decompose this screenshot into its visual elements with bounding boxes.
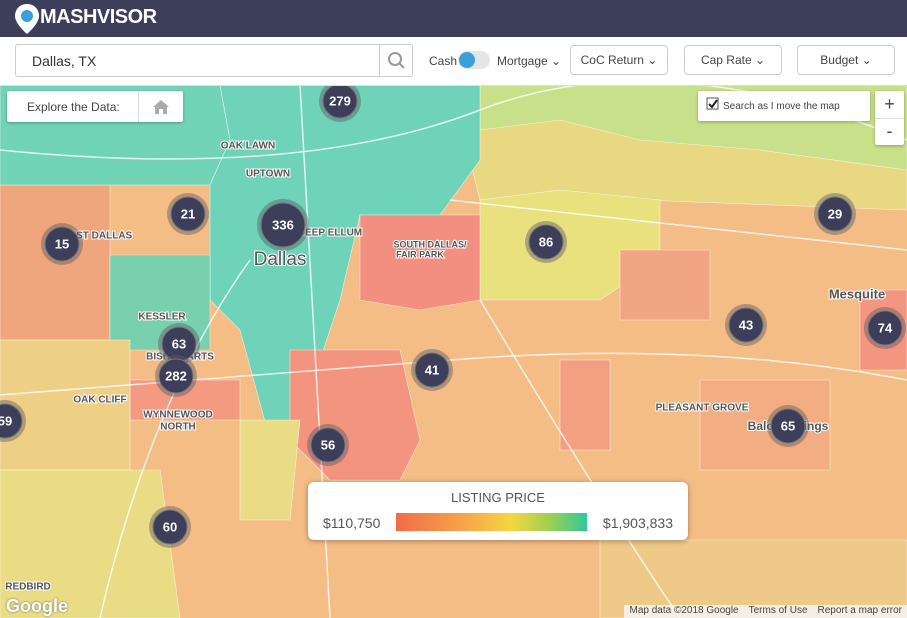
- search-move-label: Search as I move the map: [723, 101, 840, 112]
- header: MASHVISOR: [0, 0, 907, 37]
- region: [239, 419, 301, 521]
- cluster[interactable]: [158, 358, 194, 394]
- report-link[interactable]: Report a map error: [817, 605, 902, 616]
- toggle-right-text: Mortgage: [497, 54, 548, 68]
- region: [619, 249, 711, 321]
- filter-text: Cap Rate: [700, 53, 752, 67]
- logo-icon: [15, 4, 39, 34]
- road: [99, 259, 251, 618]
- place-label: REDBIRD: [5, 582, 51, 593]
- place-label: PLEASANT GROVE: [656, 403, 749, 414]
- legend-title: LISTING PRICE: [451, 490, 545, 505]
- place-label: OAK CLIFF: [73, 395, 126, 406]
- place-label: UPTOWN: [246, 169, 290, 180]
- explore-box[interactable]: Explore the Data:: [7, 91, 183, 122]
- toggle[interactable]: [458, 51, 490, 69]
- region: [0, 469, 181, 618]
- region: [109, 254, 211, 351]
- cluster-count: 65: [781, 418, 795, 433]
- zoom-out[interactable]: -: [886, 121, 893, 141]
- cluster-count: 43: [739, 317, 753, 332]
- legend-max: $1,903,833: [602, 515, 673, 531]
- search-button[interactable]: [379, 45, 412, 76]
- cluster-count: 56: [321, 437, 335, 452]
- cluster-count: 41: [425, 362, 439, 377]
- terms-link[interactable]: Terms of Use: [748, 605, 808, 616]
- search-bar: Dallas, TX Cash Mortgage ⌄ CoC Return ⌄ …: [0, 37, 907, 86]
- place-label: Mesquite: [829, 286, 885, 301]
- cluster-count: 59: [0, 413, 12, 428]
- place-label: Dallas: [254, 249, 307, 270]
- cluster-count: 282: [165, 368, 187, 383]
- filter-button[interactable]: Cap Rate ⌄: [684, 45, 782, 75]
- road: [449, 199, 907, 251]
- legend: LISTING PRICE $110,750 $1,903,833: [308, 482, 688, 540]
- place-label: WYNNEWOOD: [143, 410, 212, 421]
- cluster[interactable]: [260, 202, 306, 248]
- cluster-count: 336: [272, 217, 294, 232]
- filter-text: CoC Return: [580, 53, 644, 67]
- region: [699, 379, 831, 471]
- road: [479, 299, 681, 618]
- cluster-count: 60: [163, 519, 177, 534]
- map-data: Map data ©2018 Google: [629, 605, 739, 616]
- search-move-box[interactable]: Search as I move the map: [698, 91, 870, 121]
- cluster[interactable]: [867, 310, 903, 346]
- cluster[interactable]: [414, 352, 450, 388]
- zoom-in[interactable]: +: [875, 91, 904, 119]
- cluster[interactable]: [170, 196, 206, 232]
- cluster-count: 29: [828, 206, 842, 221]
- cluster-count: 74: [878, 320, 893, 335]
- filter-button[interactable]: Budget ⌄: [797, 45, 895, 75]
- cluster[interactable]: [310, 427, 346, 463]
- place-label: DEEP ELLUM: [298, 228, 362, 239]
- place-label: OAK LAWN: [221, 141, 275, 152]
- toggle-left-label: Cash: [429, 54, 458, 68]
- cluster-count: 63: [172, 336, 186, 351]
- filter-text: Budget: [820, 53, 859, 67]
- logo[interactable]: MASHVISOR: [40, 6, 157, 28]
- place-label: FAIR PARK: [396, 249, 444, 259]
- cluster[interactable]: [44, 226, 80, 262]
- region: [559, 359, 611, 451]
- cluster[interactable]: [0, 403, 23, 439]
- search-text: Dallas, TX: [32, 53, 97, 69]
- region: [359, 214, 481, 311]
- search-icon: [388, 52, 405, 69]
- zoom-control: + -: [875, 91, 904, 145]
- checkbox[interactable]: [706, 97, 720, 111]
- cluster[interactable]: [728, 307, 764, 343]
- region: [599, 539, 907, 618]
- cluster-count: 21: [181, 206, 195, 221]
- home-icon: [153, 100, 169, 114]
- cluster[interactable]: [152, 509, 188, 545]
- place-label: SOUTH DALLAS/: [394, 239, 467, 249]
- road: [0, 352, 907, 396]
- place-label: NORTH: [160, 422, 196, 433]
- explore-label: Explore the Data:: [27, 100, 120, 114]
- cluster-count: 86: [539, 234, 553, 249]
- legend-gradient: [396, 513, 587, 531]
- cluster[interactable]: [528, 224, 564, 260]
- cluster-count: 15: [55, 236, 69, 251]
- legend-min: $110,750: [323, 515, 381, 531]
- toggle-right-label[interactable]: Mortgage ⌄: [497, 54, 562, 68]
- place-label: KESSLER: [138, 312, 186, 323]
- cluster[interactable]: [770, 408, 806, 444]
- home-button[interactable]: [138, 91, 184, 122]
- cluster[interactable]: [817, 196, 853, 232]
- google-logo: Google: [6, 596, 68, 616]
- search-input[interactable]: Dallas, TX: [15, 44, 413, 77]
- filter-button[interactable]: CoC Return ⌄: [570, 45, 668, 75]
- cluster-count: 279: [329, 93, 351, 108]
- attribution: Map data ©2018 Google Terms of Use Report …: [624, 605, 907, 618]
